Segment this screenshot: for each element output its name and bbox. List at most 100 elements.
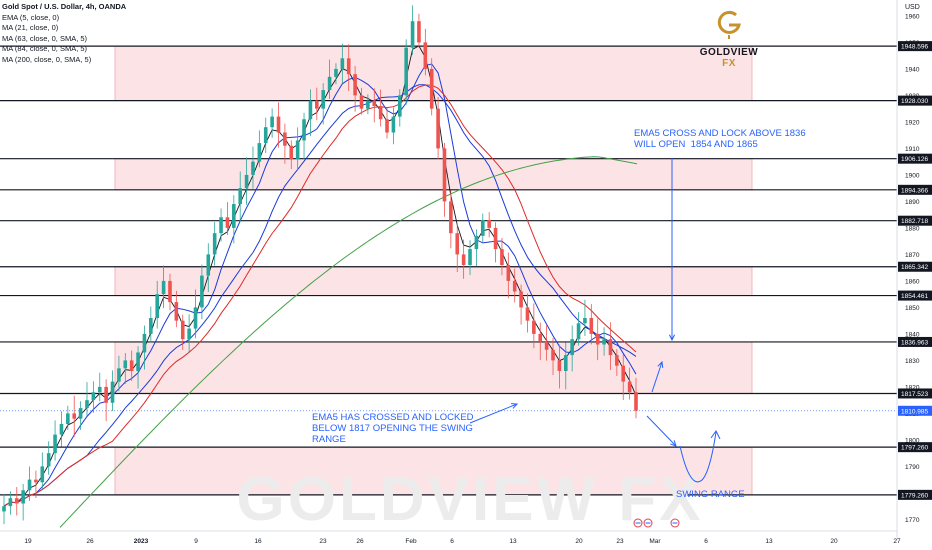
ma63-line [3, 84, 637, 507]
level-tag-bg [898, 261, 932, 272]
candle-body [85, 400, 89, 409]
candle-body [570, 339, 574, 356]
level-tag-label: 1779.260 [901, 492, 928, 499]
ma200-line [59, 156, 638, 528]
arrow-swing-head [710, 430, 721, 440]
candle-body [615, 355, 619, 366]
candle-body [276, 116, 281, 133]
candle-body [576, 323, 581, 340]
y-tick-label: 1770 [905, 517, 920, 524]
legend-ma200: MA (200, close, 0, SMA, 5) [2, 54, 92, 64]
y-tick-label: 1790 [905, 464, 920, 471]
candle-body [391, 116, 396, 133]
ma21-line [3, 63, 637, 507]
candle-body [232, 204, 236, 228]
candle-body [129, 360, 134, 371]
candle-body [532, 320, 536, 334]
candle-body [59, 424, 64, 435]
candle-body [91, 392, 96, 401]
y-tick-label: 1860 [905, 278, 920, 285]
candle-body [270, 116, 274, 128]
candle-body [66, 413, 70, 424]
candle-body [8, 498, 13, 507]
candle-body [378, 106, 383, 120]
x-tick-label: 13 [765, 538, 773, 545]
candle-body [634, 392, 638, 411]
currency-label: USD [905, 4, 920, 11]
level-tag-label: 1797.260 [901, 445, 928, 452]
x-tick-label: 27 [893, 538, 901, 545]
level-tag-label: 1906.126 [901, 156, 928, 163]
legend-ma21: MA (21, close, 0) [2, 23, 59, 32]
level-tag-bg [898, 442, 932, 453]
candle-body [123, 360, 128, 369]
candle-body [289, 145, 294, 159]
arrow-lower-note-head [510, 403, 519, 409]
arrow-swing-curve [679, 431, 717, 483]
candle-body [423, 42, 428, 69]
candle-body [283, 132, 287, 146]
x-tick-label: Mar [649, 538, 661, 545]
axis-background [897, 0, 932, 550]
candle-body [544, 341, 549, 350]
candle-body [397, 95, 402, 117]
level-tag-label: 1882.718 [901, 218, 928, 225]
level-tag-label: 1817.523 [901, 391, 928, 398]
candle-body [442, 148, 447, 202]
y-tick-label: 1920 [905, 119, 920, 126]
y-tick-label: 1940 [905, 66, 920, 73]
candle-body [34, 479, 38, 483]
x-tick-label: 13 [509, 538, 517, 545]
zone-4 [114, 446, 753, 496]
chart-legend: Gold Spot / U.S. Dollar, 4h, OANDA EMA (… [2, 2, 126, 65]
candle-body [538, 333, 543, 342]
candle-body [461, 254, 466, 265]
candle-body [519, 291, 523, 308]
level-tag-bg [898, 41, 932, 52]
candle-body [595, 333, 600, 345]
candle-body [212, 233, 217, 255]
level-tag-bg [898, 215, 932, 226]
y-tick-label: 1910 [905, 146, 920, 153]
arrow-down-move-head [670, 440, 677, 447]
candle-body [200, 275, 204, 308]
candle-body [327, 76, 332, 91]
time-axis: 19 26 2023 9 16 23 26 Feb 6 13 20 23 Mar 6 13 20 27 [0, 530, 901, 545]
candle-body [621, 365, 626, 382]
legend-title: Gold Spot / U.S. Dollar, 4h, OANDA [2, 2, 127, 11]
candle-body [225, 217, 230, 228]
legend-ema5: EMA (5, close, 0) [2, 12, 60, 22]
candle-body [321, 90, 325, 109]
y-tick-label: 1830 [905, 358, 920, 365]
candle-body [244, 174, 249, 189]
x-tick-label: 20 [830, 538, 838, 545]
x-tick-label: 19 [24, 538, 32, 545]
level-tag-bg [898, 184, 932, 195]
candle-body [557, 360, 562, 371]
brand-name-right: FX [722, 58, 736, 69]
candle-body [219, 217, 223, 234]
candle-body [257, 143, 262, 162]
candle-body [404, 47, 408, 96]
candle-body [2, 506, 6, 512]
level-tag-bg [898, 290, 932, 301]
y-tick-label: 1820 [905, 384, 920, 391]
candle-body [21, 490, 25, 504]
candle-body [14, 498, 19, 504]
candle-body [263, 127, 268, 144]
candle-body [174, 302, 179, 321]
x-tick-label: 2023 [134, 538, 149, 545]
zone-3 [114, 341, 753, 394]
candle-body [46, 453, 51, 467]
candle-body [340, 58, 345, 69]
candle-body [449, 201, 453, 234]
x-tick-label: 26 [86, 538, 94, 545]
brand-name-left: GOLDVIEW [699, 47, 759, 58]
arrow-up-move-head [657, 360, 664, 369]
candle-body [480, 219, 485, 236]
arrow-down-move [646, 415, 677, 447]
candle-body [417, 21, 421, 43]
candle-body [206, 254, 211, 276]
arrow-lower-note [469, 403, 518, 424]
